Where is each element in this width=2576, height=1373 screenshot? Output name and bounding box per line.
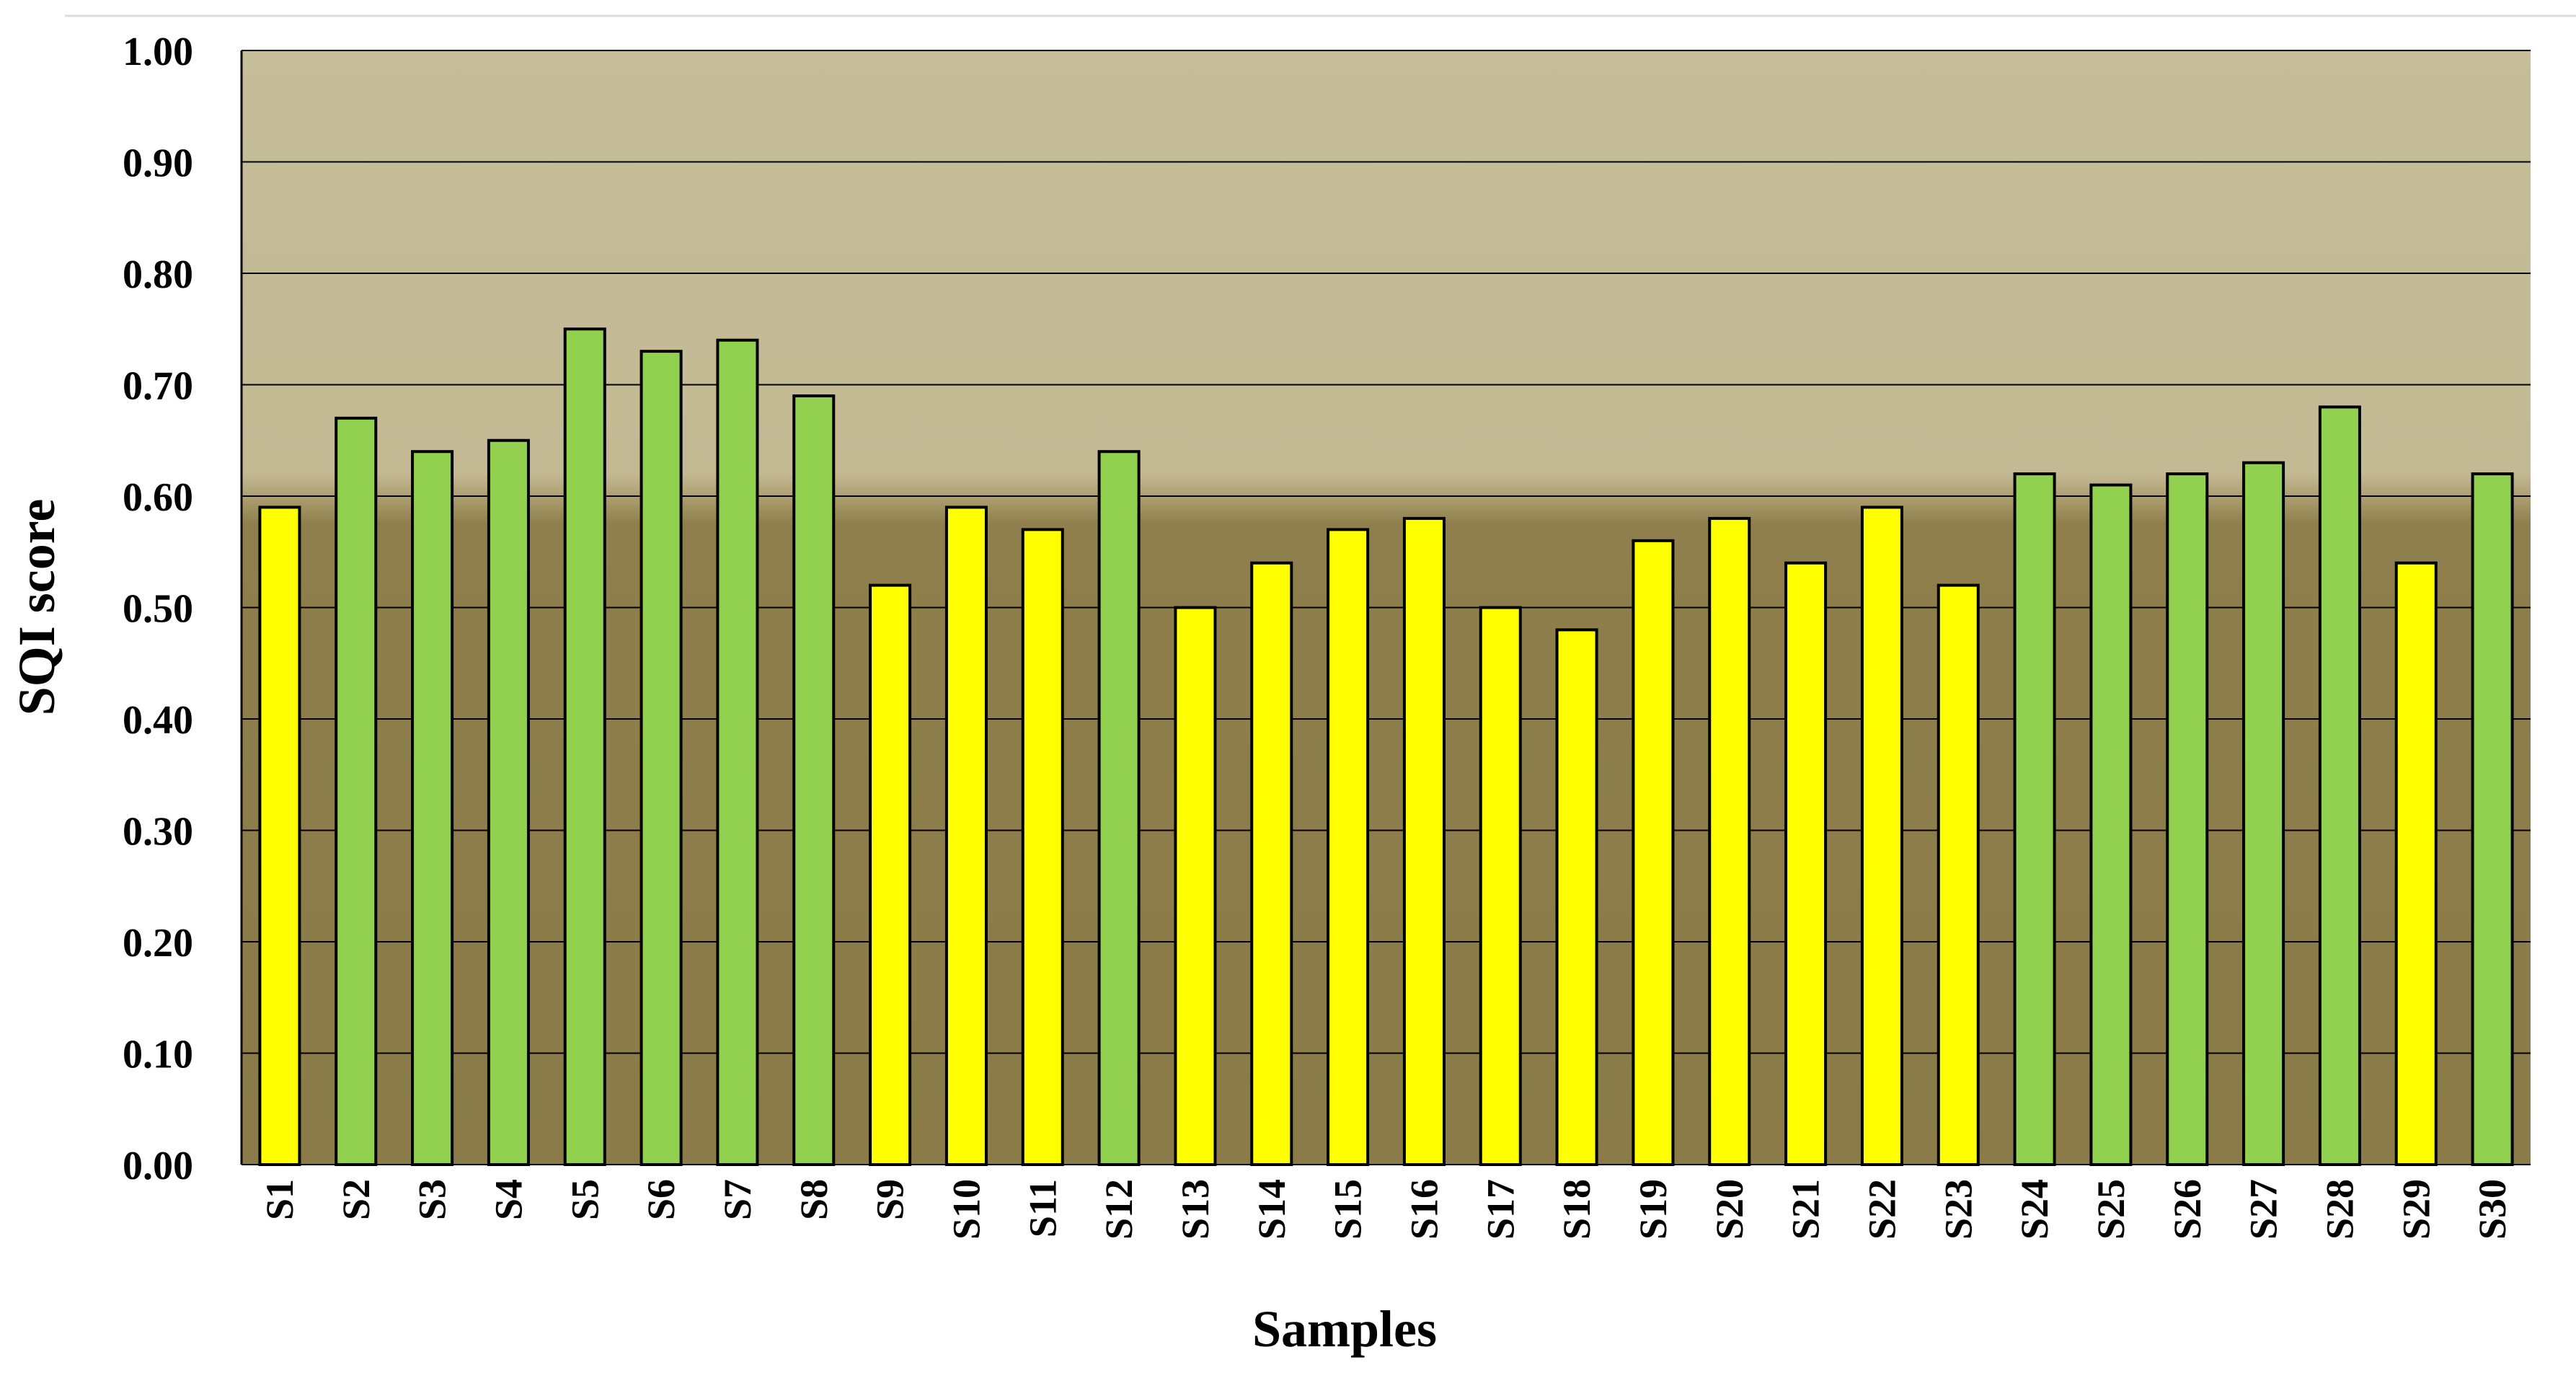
x-tick-label: S3: [411, 1179, 454, 1220]
y-tick-label: 0.70: [123, 364, 193, 409]
x-tick-label: S18: [1555, 1179, 1598, 1240]
x-tick-label: S25: [2089, 1179, 2133, 1240]
x-tick-label: S19: [1632, 1179, 1675, 1240]
x-tick-label: S16: [1402, 1179, 1446, 1240]
bar-s7: [716, 338, 759, 1167]
y-tick-label: 0.00: [123, 1144, 193, 1188]
bar-s11: [1021, 528, 1064, 1166]
bar-s9: [869, 583, 912, 1166]
bar-s2: [335, 416, 378, 1166]
x-tick-label: S27: [2242, 1179, 2285, 1240]
x-tick-label: S7: [716, 1179, 759, 1220]
x-tick-label: S23: [1937, 1179, 1980, 1240]
bar-s8: [792, 394, 836, 1167]
x-tick-label: S17: [1479, 1179, 1522, 1240]
x-tick-label: S9: [869, 1179, 912, 1220]
x-tick-label: S20: [1708, 1179, 1751, 1240]
x-tick-label: S6: [639, 1179, 683, 1220]
y-tick-label: 0.20: [123, 921, 193, 966]
bar-s14: [1250, 561, 1293, 1166]
bar-s21: [1784, 561, 1828, 1166]
bar-s25: [2089, 483, 2133, 1166]
bar-s28: [2318, 405, 2361, 1166]
x-tick-label: S13: [1174, 1179, 1217, 1240]
y-tick-label: 0.60: [123, 475, 193, 520]
bar-s29: [2394, 561, 2438, 1166]
y-tick-label: 0.30: [123, 810, 193, 855]
bar-s26: [2166, 472, 2209, 1166]
x-tick-label: S26: [2166, 1179, 2209, 1240]
x-tick-label: S2: [335, 1179, 378, 1220]
bar-s1: [258, 506, 301, 1166]
x-tick-label: S5: [563, 1179, 606, 1220]
x-tick-label: S15: [1327, 1179, 1370, 1240]
x-tick-label: S28: [2318, 1179, 2361, 1240]
bar-s27: [2242, 461, 2285, 1166]
x-tick-label: S11: [1021, 1179, 1064, 1237]
y-tick-label: 1.00: [123, 30, 193, 74]
bar-s17: [1479, 606, 1522, 1166]
bar-s22: [1860, 506, 1903, 1166]
bar-s13: [1174, 606, 1217, 1166]
bar-s24: [2013, 472, 2056, 1166]
bar-s6: [639, 350, 683, 1166]
x-tick-label: S12: [1097, 1179, 1141, 1240]
x-axis-title: Samples: [1252, 1300, 1437, 1358]
y-tick-labels: 0.00 0.10 0.20 0.30 0.40 0.50 0.60 0.70 0.80 0.90…: [123, 30, 193, 1188]
bar-s18: [1555, 628, 1598, 1166]
x-tick-label: S24: [2013, 1179, 2056, 1240]
y-tick-label: 0.90: [123, 141, 193, 186]
bar-s12: [1097, 450, 1141, 1166]
bar-s4: [487, 438, 530, 1166]
bar-s19: [1632, 539, 1675, 1166]
x-tick-label: S10: [944, 1179, 988, 1240]
x-tick-label: S8: [792, 1179, 836, 1220]
x-tick-label: S4: [487, 1179, 530, 1220]
y-tick-label: 0.50: [123, 587, 193, 632]
y-tick-label: 0.40: [123, 698, 193, 743]
bars: [258, 327, 2514, 1167]
y-tick-label: 0.10: [123, 1033, 193, 1077]
x-tick-label: S22: [1860, 1179, 1903, 1240]
y-axis-title: SQI score: [8, 499, 66, 716]
bar-s15: [1327, 528, 1370, 1166]
x-tick-label: S21: [1784, 1179, 1828, 1240]
bar-s5: [563, 327, 606, 1166]
gridlines: [240, 50, 2531, 1165]
bar-s16: [1402, 516, 1446, 1166]
bar-s23: [1937, 583, 1980, 1166]
x-tick-label: S1: [258, 1179, 301, 1220]
bar-s30: [2471, 472, 2514, 1166]
x-tick-label: S14: [1250, 1179, 1293, 1240]
x-tick-label: S29: [2394, 1179, 2438, 1240]
bar-s10: [944, 506, 988, 1166]
bar-s20: [1708, 516, 1751, 1166]
x-tick-label: S30: [2471, 1179, 2514, 1240]
bar-s3: [411, 450, 454, 1166]
x-tick-labels: S1 S2 S3 S4 S5 S6 S7 S8 S9 S10 S11 S12 S13 S14 S15 S16 S…: [258, 1179, 2514, 1240]
y-tick-label: 0.80: [123, 252, 193, 297]
